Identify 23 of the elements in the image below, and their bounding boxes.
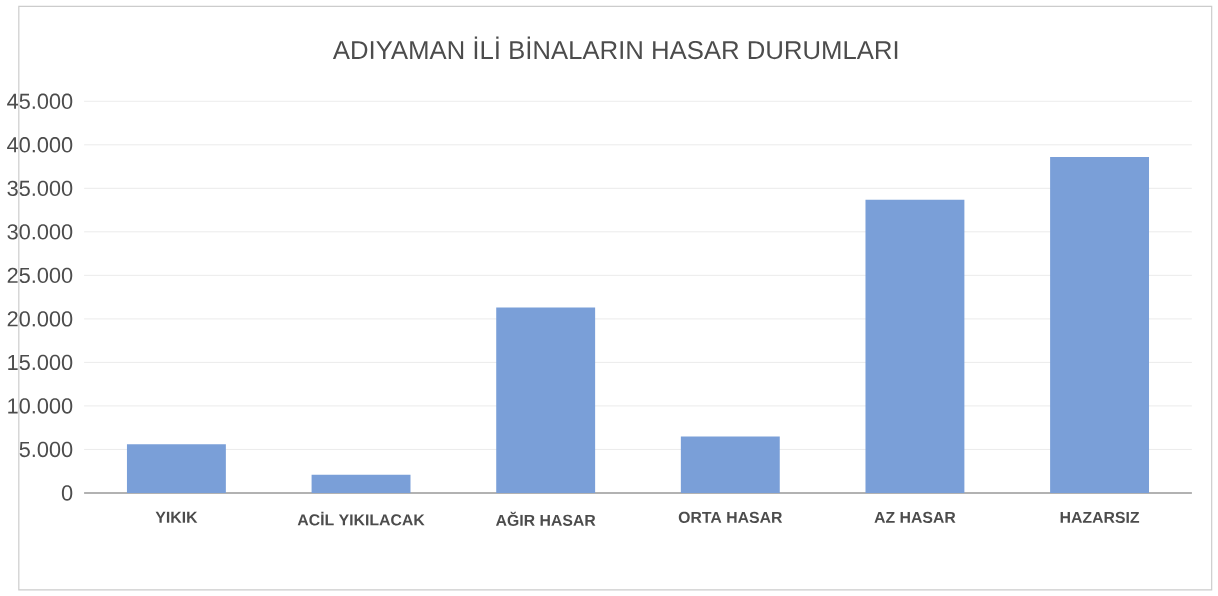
x-tick-label: HAZARSIZ [1060, 511, 1140, 523]
bar [1050, 156, 1150, 493]
chart-title: ADIYAMAN İLİ BİNALARIN HASAR DURUMLARI [332, 36, 898, 60]
bar [865, 199, 965, 493]
x-tick-label: YIKIK [155, 511, 198, 523]
y-tick-label: 35.000 [7, 180, 73, 196]
y-tick-label: 30.000 [7, 224, 73, 240]
bar [680, 436, 780, 493]
x-tick-label: ORTA HASAR [678, 511, 783, 523]
x-tick-label: ACİL YIKILACAK [297, 511, 425, 526]
y-tick-label: 25.000 [7, 267, 73, 283]
y-tick-label: 40.000 [7, 137, 73, 153]
y-tick-label: 5.000 [19, 441, 73, 458]
bar [496, 307, 596, 493]
y-tick-label: 20.000 [7, 311, 73, 327]
x-tick-label: AZ HASAR [874, 511, 956, 523]
y-tick-label: 15.000 [8, 354, 73, 370]
y-tick-label: 0 [61, 485, 73, 501]
y-tick-label: 45.000 [7, 93, 73, 109]
bar [311, 474, 411, 493]
y-tick-label: 10.000 [8, 398, 73, 414]
bar [126, 444, 226, 493]
x-tick-label: AĞIR HASAR [495, 511, 596, 526]
